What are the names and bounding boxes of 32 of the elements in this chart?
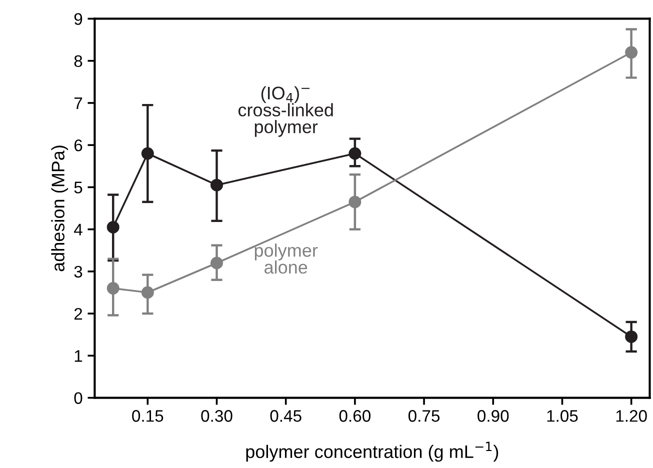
point [141,147,154,160]
x-tick-label: 0.45 [270,410,302,422]
point [210,178,223,192]
y-tick-label: 4 [74,224,82,236]
x-tick-label: 0.60 [339,410,371,422]
y-tick-label: 0 [74,392,82,404]
point [210,256,223,270]
x-tick-label: 1.05 [547,410,578,422]
x-tick-label: 1.20 [616,410,647,422]
y-axis-title: adhesion (MPa) [51,146,68,272]
series-label: (IO$_{4}$)$^{−}$ cross-linked polymer [238,86,333,137]
point [625,330,638,343]
point [106,220,120,234]
x-tick-label: 0.15 [132,410,164,422]
x-tick-label: 0.30 [201,410,232,422]
series-label: polymer alone [254,244,318,274]
point [348,196,362,208]
y-tick-label: 5 [74,182,82,194]
y-tick-label: 9 [74,13,82,25]
x-axis-title: polymer concentration (g mL$^{−1}$) [246,442,498,462]
point [625,46,638,59]
y-tick-label: 1 [74,350,82,362]
point [106,282,120,295]
y-tick-label: 2 [74,308,82,320]
y-tick-label: 8 [74,55,82,68]
x-tick-label: 0.90 [478,410,509,422]
point [348,147,362,160]
y-tick-label: 3 [74,266,82,278]
y-tick-label: 6 [74,139,82,152]
point [141,286,154,299]
x-tick-label: 0.75 [408,410,440,422]
y-tick-label: 7 [74,98,82,109]
